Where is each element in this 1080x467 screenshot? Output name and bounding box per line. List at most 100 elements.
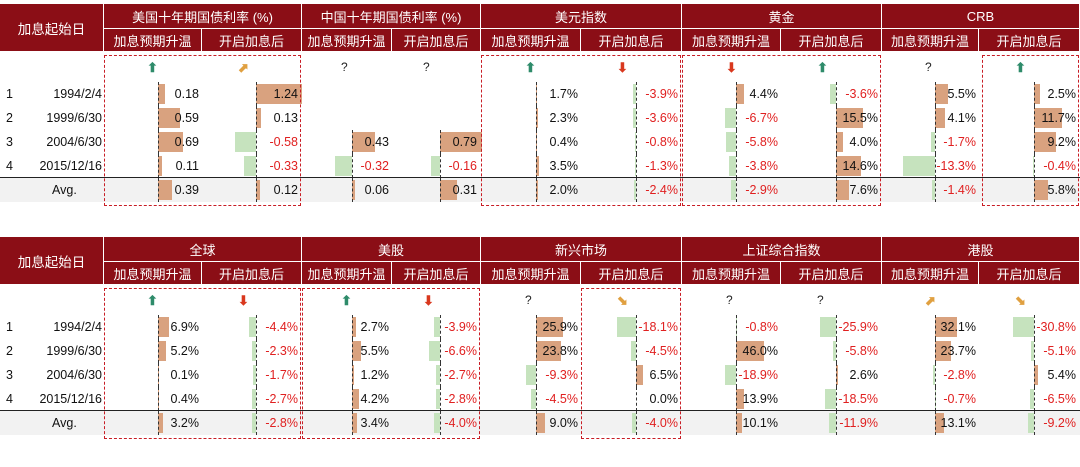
bar-axis (636, 315, 637, 339)
negative-bar (435, 389, 440, 409)
cell-value: -4.4% (265, 320, 298, 334)
cell-value: -4.0% (645, 416, 678, 430)
subheader-post: 开启加息后 (581, 262, 681, 284)
bar-axis (536, 106, 537, 130)
cell-pre: 3.5% (481, 154, 581, 178)
up-arrow-icon: ⬆ (1015, 60, 1026, 75)
cell-post (392, 106, 480, 130)
cell-pre (302, 82, 392, 106)
negative-bar (933, 365, 935, 385)
cell-value: 14.6% (842, 159, 878, 173)
bar-axis (935, 82, 936, 106)
highlight-box (104, 55, 301, 206)
negative-bar (631, 413, 636, 433)
row-index: 2 (6, 111, 13, 125)
signal-unknown: ? (423, 60, 430, 74)
bar-axis (1034, 154, 1035, 178)
cell-value: 2.7% (360, 320, 390, 334)
bar-axis (736, 339, 737, 363)
cell-value: 5.8% (1047, 183, 1077, 197)
negative-bar (930, 132, 935, 152)
bar-axis (440, 315, 441, 339)
group-header: 港股 (882, 237, 1079, 261)
table-row: Avg. 3.2% -2.8% 3.4% -4.0% 9.0% -4.0% 10.1% -11.… (0, 411, 1080, 435)
cell-value: 5.5% (360, 344, 390, 358)
bar-axis (440, 339, 441, 363)
cell-value: 0.06 (364, 183, 389, 197)
row-index: 1 (6, 87, 13, 101)
group-header: 美股 (302, 237, 480, 261)
positive-bar (158, 84, 165, 104)
subheader-post: 开启加息后 (781, 29, 881, 51)
bar-axis (440, 154, 441, 178)
subheader-pre: 加息预期升温 (302, 262, 391, 284)
bar-axis (440, 363, 441, 387)
subheader-pre: 加息预期升温 (682, 29, 780, 51)
bar-axis (352, 387, 353, 411)
bar-axis (736, 387, 737, 411)
bar-axis (1034, 106, 1035, 130)
table-row: 3 2004/6/30 0.1% -1.7% 1.2% -2.7% -9.3% 6.5% -18… (0, 363, 1080, 387)
subheader-pre: 加息预期升温 (104, 262, 201, 284)
cell-pre: 5.5% (882, 82, 979, 106)
cell-pre: 0.11 (104, 154, 202, 178)
table-row: 4 2015/12/16 0.4% -2.7% 4.2% -2.8% -4.5% 0.0% 13… (0, 387, 1080, 411)
up-arrow-icon: ⬆ (147, 293, 158, 308)
group-header: 上证综合指数 (682, 237, 881, 261)
table-row: Avg. 0.39 0.12 0.06 0.31 2.0% -2.4% -2.9% 7.6% -1… (0, 178, 1080, 202)
positive-bar (736, 341, 764, 361)
bar-axis (836, 106, 837, 130)
cell-value: -3.8% (745, 159, 778, 173)
cell-pre: 25.9% (481, 315, 581, 339)
cell-value: -4.5% (545, 392, 578, 406)
cell-value: 7.6% (849, 183, 879, 197)
bar-axis (352, 339, 353, 363)
bar-axis (1034, 411, 1035, 435)
cell-value: 5.2% (170, 344, 200, 358)
cell-value: -0.16 (448, 159, 478, 173)
down-arrow-icon: ⬇ (238, 293, 249, 308)
negative-bar (726, 132, 736, 152)
positive-bar (352, 317, 357, 337)
negative-bar (829, 84, 836, 104)
positive-bar (836, 180, 850, 200)
group-header: 美国十年期国债利率 (%) (104, 4, 301, 28)
cell-post: 2.5% (979, 82, 1079, 106)
cell-pre: -0.7% (882, 387, 979, 411)
cell-value: 0.59 (174, 111, 199, 125)
cell-value: -0.32 (360, 159, 390, 173)
down-arrow-icon: ⬇ (423, 293, 434, 308)
subheader-pre: 加息预期升温 (481, 29, 580, 51)
avg-separator-line (0, 177, 1080, 178)
cell-pre (302, 106, 392, 130)
positive-bar (158, 413, 164, 433)
bar-axis (440, 387, 441, 411)
positive-bar (836, 156, 862, 176)
group-header: CRB (882, 4, 1079, 28)
positive-bar (158, 156, 163, 176)
bar-axis (935, 363, 936, 387)
cell-post: -3.6% (581, 106, 681, 130)
cell-value: -1.7% (265, 368, 298, 382)
bar-axis (158, 154, 159, 178)
cell-pre: 6.9% (104, 315, 202, 339)
row-date: 1994/2/4 (53, 87, 102, 101)
cell-value: 13.1% (940, 416, 976, 430)
positive-bar (536, 413, 546, 433)
bar-axis (736, 411, 737, 435)
group-header: 黄金 (682, 4, 881, 28)
cell-post: -3.9% (581, 82, 681, 106)
negative-bar (243, 156, 256, 176)
cell-value: -9.3% (545, 368, 578, 382)
cell-pre: 23.7% (882, 339, 979, 363)
cell-post: -4.5% (581, 339, 681, 363)
bar-axis (636, 82, 637, 106)
cell-value: -2.7% (265, 392, 298, 406)
bar-axis (536, 387, 537, 411)
negative-bar (1012, 317, 1034, 337)
bar-axis (1034, 130, 1035, 154)
negative-bar (253, 365, 256, 385)
cell-value: 5.5% (947, 87, 977, 101)
cell-value: 25.9% (542, 320, 578, 334)
negative-bar (429, 341, 440, 361)
